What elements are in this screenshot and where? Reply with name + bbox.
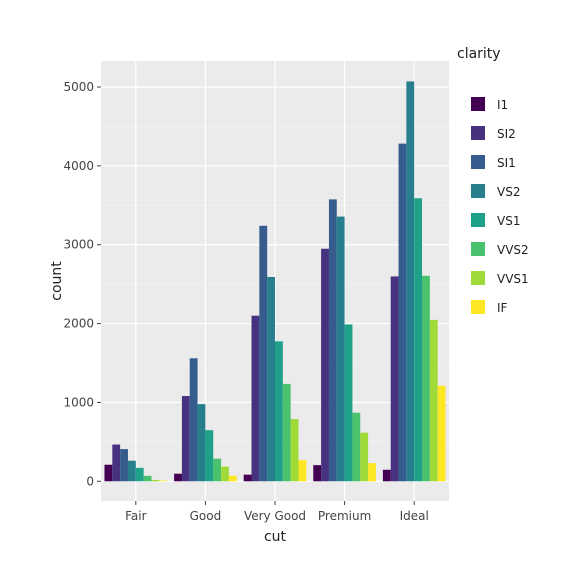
bar-si2-good (181, 396, 190, 482)
legend-label-vvs1: VVS1 (497, 272, 529, 286)
x-tick-label: Ideal (400, 509, 429, 523)
bar-si2-very-good (251, 315, 260, 482)
legend-swatch-vvs1 (471, 271, 485, 285)
bar-vvs1-premium (360, 432, 369, 482)
legend-swatch-if (471, 300, 485, 314)
y-tick-label: 3000 (63, 238, 94, 252)
legend-swatch-vvs2 (471, 242, 485, 256)
bar-si2-ideal (390, 276, 399, 482)
legend-swatch-vs2 (471, 184, 485, 198)
legend-label-vs1: VS1 (497, 214, 520, 228)
y-tick-label: 4000 (63, 159, 94, 173)
x-axis-ticks: Fair Good Very Good Premium Ideal (125, 501, 429, 523)
bar-vs2-fair (127, 460, 136, 482)
y-tick-label: 2000 (63, 317, 94, 331)
bar-if-premium (368, 463, 376, 482)
y-tick-label: 1000 (63, 395, 94, 409)
bar-vvs1-good (221, 466, 229, 482)
bar-i1-very-good (243, 474, 252, 482)
legend-label-vs2: VS2 (497, 185, 520, 199)
bar-if-ideal (437, 385, 446, 482)
bar-vvs2-fair (143, 475, 152, 482)
bars (104, 81, 446, 482)
legend-label-si1: SI1 (497, 156, 516, 170)
legend-title: clarity (457, 46, 501, 62)
bar-si1-very-good (259, 225, 268, 482)
bar-si1-good (189, 358, 198, 482)
bar-si1-premium (328, 199, 337, 482)
legend-label-si2: SI2 (497, 127, 516, 141)
bar-if-very-good (298, 460, 307, 482)
bar-si1-fair (120, 449, 128, 482)
bar-if-good (228, 475, 237, 482)
bar-si2-premium (321, 248, 329, 482)
bar-vvs1-very-good (290, 419, 299, 482)
bar-if-fair (159, 480, 168, 482)
legend-swatch-vs1 (471, 213, 485, 227)
bar-vs1-premium (344, 324, 353, 482)
bar-vs2-good (197, 404, 206, 482)
x-tick-label: Very Good (244, 509, 306, 523)
y-tick-label: 5000 (63, 80, 94, 94)
x-tick-label: Fair (125, 509, 146, 523)
bar-si1-ideal (398, 143, 407, 482)
bar-vvs2-premium (352, 412, 361, 482)
x-tick-label: Premium (318, 509, 371, 523)
y-tick-label: 0 (86, 474, 94, 488)
bar-vvs2-ideal (422, 275, 430, 482)
bar-i1-premium (313, 465, 322, 482)
bar-vs2-premium (336, 216, 345, 482)
legend-label-i1: I1 (497, 98, 508, 112)
bar-i1-fair (104, 464, 113, 482)
bar-i1-ideal (382, 469, 391, 482)
legend: I1 SI2 SI1 VS2 VS1 VVS2 VVS1 IF (471, 97, 529, 315)
bar-vs1-fair (135, 467, 144, 482)
legend-label-if: IF (497, 301, 508, 315)
x-axis-label: cut (264, 529, 287, 545)
bar-vvs2-good (213, 458, 222, 482)
bar-vs2-ideal (406, 81, 415, 482)
bar-vs2-very-good (267, 276, 275, 482)
bar-vvs1-ideal (429, 319, 438, 482)
bar-vs1-good (205, 430, 214, 482)
legend-swatch-si2 (471, 126, 485, 140)
bar-vs1-very-good (275, 341, 283, 482)
legend-swatch-i1 (471, 97, 485, 111)
bar-vs1-ideal (414, 198, 423, 482)
legend-swatch-si1 (471, 155, 485, 169)
bar-i1-good (174, 473, 182, 482)
x-tick-label: Good (190, 509, 222, 523)
bar-si2-fair (112, 444, 121, 482)
bar-vvs1-fair (151, 479, 160, 482)
y-axis-label: count (49, 261, 65, 301)
legend-label-vvs2: VVS2 (497, 243, 529, 257)
bar-vvs2-very-good (282, 383, 291, 482)
y-axis-ticks: 0 1000 2000 3000 4000 5000 (63, 80, 101, 488)
